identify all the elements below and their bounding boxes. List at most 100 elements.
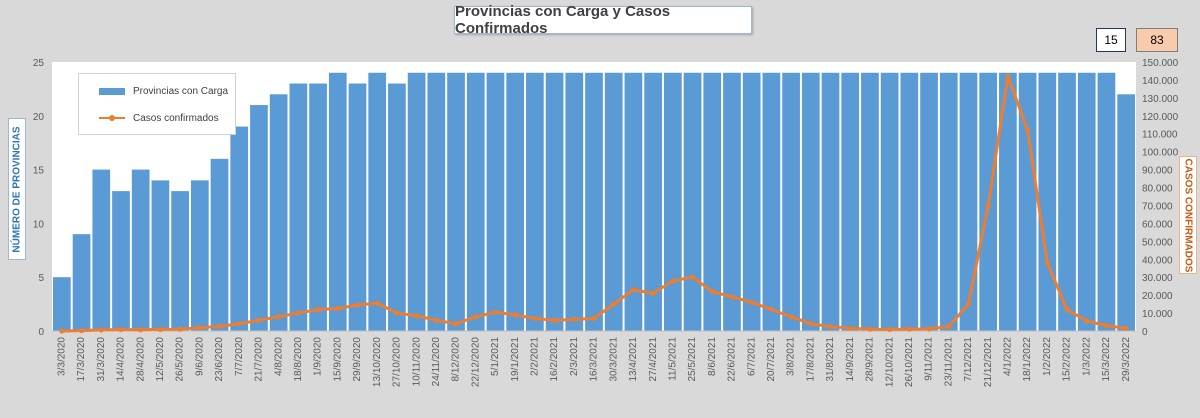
point-cases [78,328,85,334]
bar-provinces [1058,72,1076,331]
bar-provinces [92,169,111,331]
x-tick-label: 25/5/2021 [687,337,698,382]
bar-provinces [1038,72,1057,331]
point-cases [216,323,223,329]
bar-provinces [742,72,761,331]
point-cases [414,313,420,319]
bar-provinces [861,72,879,331]
bar-provinces [151,180,170,331]
point-cases [611,301,617,307]
x-tick-label: 14/4/2020 [116,337,127,382]
y-left-tick-label: 5 [38,273,44,284]
x-tick-label: 16/2/2021 [549,337,560,382]
point-cases [473,314,479,320]
left-axis-label-text: NÚMERO DE PROVINCIAS [11,125,23,253]
bar-provinces [624,72,643,331]
bar-provinces [230,126,249,331]
y-right-tick-label: 60.000 [1142,219,1173,230]
legend-item-provinces: Provincias con Carga [79,83,228,99]
bar-provinces [663,72,682,331]
x-tick-label: 17/8/2021 [805,337,816,382]
x-tick-label: 31/8/2021 [825,337,836,382]
bar-provinces [328,72,347,331]
point-cases [946,323,952,330]
x-tick-label: 1/9/2020 [313,337,324,376]
point-cases [827,323,834,330]
x-tick-label: 24/11/2020 [431,337,442,387]
x-tick-label: 22/6/2021 [727,337,738,382]
legend-label-cases: Casos confirmados [133,112,219,124]
x-tick-label: 26/10/2021 [904,337,915,387]
x-tick-label: 9/6/2020 [194,337,205,376]
point-cases [118,326,124,333]
x-tick-label: 11/5/2021 [667,337,678,381]
point-cases [256,317,262,323]
y-right-tick-label: 150.000 [1142,58,1179,69]
point-cases [295,310,301,316]
bar-provinces [1117,94,1135,331]
point-cases [906,326,912,332]
point-cases [591,315,597,322]
bar-provinces [1097,72,1116,331]
bar-provinces [1018,72,1037,331]
right-axis-label: CASOS CONFIRMADOS [1179,156,1197,274]
bar-provinces [821,72,840,331]
bar-provinces [920,72,938,331]
x-tick-label: 8/6/2021 [707,337,718,376]
bar-provinces [585,72,603,331]
point-cases [236,321,242,327]
x-tick-label: 8/12/2020 [451,337,462,382]
x-tick-label: 21/12/2021 [983,337,994,387]
point-cases [1025,127,1031,133]
x-tick-label: 5/1/2021 [490,337,501,376]
bar-provinces [801,72,820,331]
point-cases [551,317,558,323]
y-right-tick-label: 110.000 [1142,130,1178,141]
bar-provinces [368,72,387,331]
x-tick-label: 23/11/2021 [943,337,954,387]
bar-provinces [565,72,584,331]
point-cases [138,327,144,333]
bar-provinces [526,72,544,331]
x-tick-label: 31/3/2020 [96,337,107,382]
point-cases [1044,260,1050,266]
y-right-tick-label: 130.000 [1142,94,1179,105]
y-right-tick-label: 120.000 [1142,112,1179,123]
y-right-tick-label: 30.000 [1142,273,1173,284]
point-cases [177,326,183,332]
bar-provinces [900,72,919,331]
bar-provinces [841,72,860,331]
x-tick-label: 14/9/2021 [845,337,856,382]
point-cases [1064,306,1070,313]
x-tick-label: 17/3/2020 [76,337,87,382]
bar-provinces [250,105,268,331]
x-tick-label: 22/12/2020 [470,337,481,387]
point-cases [630,287,637,293]
point-cases [650,290,656,296]
y-left-tick-label: 15 [33,166,45,177]
bar-provinces [72,234,91,331]
x-tick-label: 27/10/2020 [392,337,403,387]
bar-provinces [131,169,150,331]
x-tick-label: 23/6/2020 [214,337,225,382]
x-tick-label: 1/2/2022 [1042,337,1053,376]
point-cases [571,316,577,322]
bar-provinces [112,191,130,331]
point-cases [335,305,341,312]
bar-provinces [486,72,505,331]
point-cases [433,317,439,323]
x-tick-label: 7/7/2020 [234,337,245,376]
x-tick-label: 6/7/2021 [746,337,757,376]
point-cases [867,326,873,332]
bar-provinces [762,72,781,331]
point-cases [729,294,735,300]
point-cases [532,315,538,322]
bar-provinces [269,94,288,331]
bar-provinces [388,83,406,332]
y-right-tick-label: 90.000 [1142,166,1173,177]
point-cases [59,328,65,334]
x-tick-label: 1/3/2022 [1081,337,1092,376]
point-cases [985,202,991,209]
x-tick-label: 15/3/2022 [1101,337,1112,382]
